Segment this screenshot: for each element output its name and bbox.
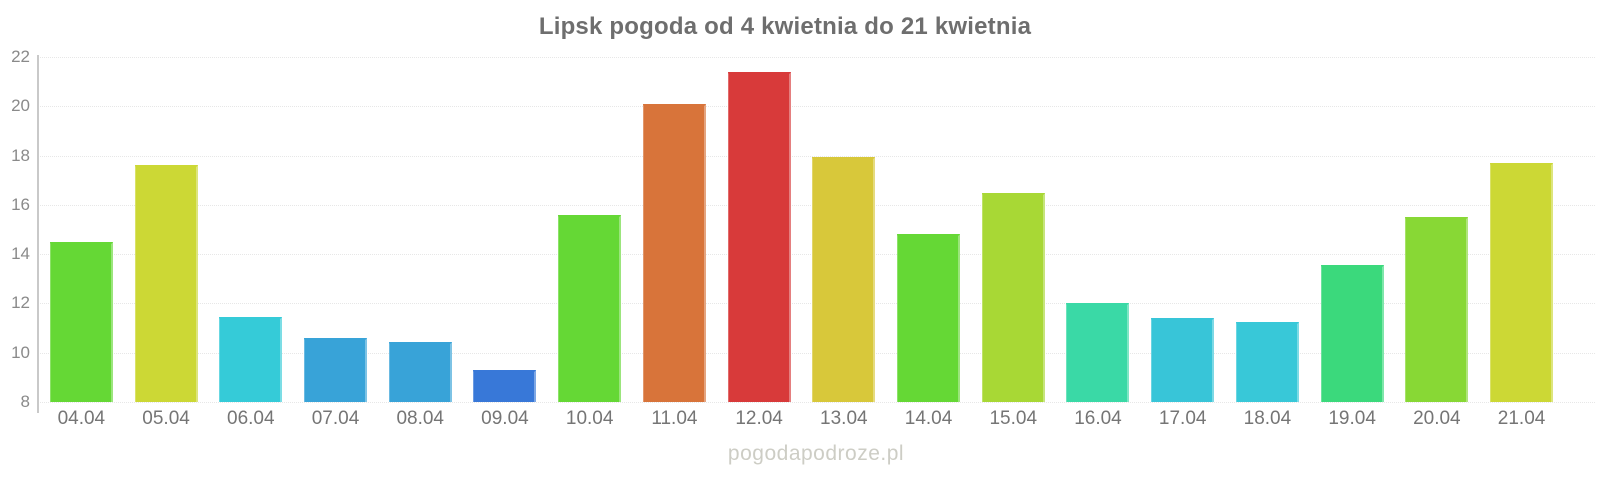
bar-slot <box>463 0 548 402</box>
x-axis-labels: 04.04 05.04 06.04 07.04 08.04 09.04 10.04 11.04… <box>39 408 1564 430</box>
bar-07-04[interactable] <box>304 337 368 402</box>
x-axis-label-05-04: 05.04 <box>142 408 190 429</box>
x-axis-label-09-04: 09.04 <box>481 408 529 429</box>
bar-slot <box>39 0 124 402</box>
bar-slot <box>1395 0 1480 402</box>
bar-10-04[interactable] <box>558 214 622 402</box>
x-axis-label-04-04: 04.04 <box>57 408 106 429</box>
x-axis-label-11-04: 11.04 <box>651 408 698 429</box>
x-axis-label-14-04: 14.04 <box>904 408 953 429</box>
bars-container <box>39 0 1564 402</box>
watermark: pogodapodroze.pl <box>727 442 905 465</box>
bar-13-04[interactable] <box>812 156 876 402</box>
bar-14-04[interactable] <box>897 234 961 402</box>
bar-slot <box>1056 0 1141 402</box>
chart-title: Lipsk pogoda od 4 kwietnia do 21 kwietni… <box>538 13 1032 40</box>
bar-slot <box>547 0 632 402</box>
bar-slot <box>1479 0 1564 402</box>
x-axis-label-18-04: 18.04 <box>1243 408 1292 429</box>
x-axis-label-12-04: 12.04 <box>735 408 783 429</box>
x-axis-label-10-04: 10.04 <box>565 408 614 429</box>
x-axis-label-06-04: 06.04 <box>227 408 275 429</box>
x-axis-label-08-04: 08.04 <box>396 408 444 429</box>
x-axis-label-07-04: 07.04 <box>311 408 360 429</box>
y-tick-label-14: 14 <box>11 244 30 264</box>
bar-slot <box>971 0 1056 402</box>
bar-19-04[interactable] <box>1320 265 1384 402</box>
bar-12-04[interactable] <box>727 71 791 402</box>
bar-slot <box>632 0 717 402</box>
x-axis-label-13-04: 13.04 <box>820 408 868 429</box>
bar-slot <box>293 0 378 402</box>
y-tick-label-18: 18 <box>11 145 30 165</box>
bar-08-04[interactable] <box>388 341 452 402</box>
x-axis-label-21-04: 21.04 <box>1497 408 1546 429</box>
bar-16-04[interactable] <box>1066 303 1130 402</box>
bar-04-04[interactable] <box>49 241 113 402</box>
bar-slot <box>886 0 971 402</box>
y-tick-label-16: 16 <box>11 194 30 214</box>
gridline-22 <box>37 57 1595 58</box>
y-tick-label-10: 10 <box>11 342 30 362</box>
y-tick-label-20: 20 <box>11 96 30 116</box>
bar-slot <box>1310 0 1395 402</box>
bar-slot <box>124 0 209 402</box>
x-axis-label-19-04: 19.04 <box>1328 408 1376 429</box>
bar-15-04[interactable] <box>981 192 1045 402</box>
y-tick-label-22: 22 <box>11 47 30 66</box>
x-axis-label-17-04: 17.04 <box>1158 408 1207 429</box>
bar-11-04[interactable] <box>642 103 706 402</box>
bar-slot <box>1225 0 1310 402</box>
y-tick-label-12: 12 <box>11 293 30 313</box>
x-axis-label-20-04: 20.04 <box>1413 408 1461 429</box>
bar-09-04[interactable] <box>473 369 537 402</box>
bar-18-04[interactable] <box>1235 321 1299 402</box>
gridline-20 <box>37 106 1595 108</box>
bar-17-04[interactable] <box>1151 318 1215 402</box>
bar-slot <box>1140 0 1225 402</box>
gridline-18 <box>37 155 1595 157</box>
bar-slot <box>208 0 293 402</box>
x-axis-label-16-04: 16.04 <box>1074 408 1122 429</box>
y-tick-label-8: 8 <box>20 392 30 411</box>
bar-06-04[interactable] <box>219 316 283 402</box>
bar-20-04[interactable] <box>1405 217 1469 402</box>
bar-05-04[interactable] <box>134 165 198 402</box>
bar-slot <box>717 0 802 402</box>
y-axis-line <box>37 55 39 413</box>
bar-slot <box>378 0 463 402</box>
bar-21-04[interactable] <box>1490 162 1554 402</box>
x-axis-label-15-04: 15.04 <box>989 408 1038 429</box>
bar-slot <box>801 0 886 402</box>
gridline-8 <box>37 402 1595 403</box>
